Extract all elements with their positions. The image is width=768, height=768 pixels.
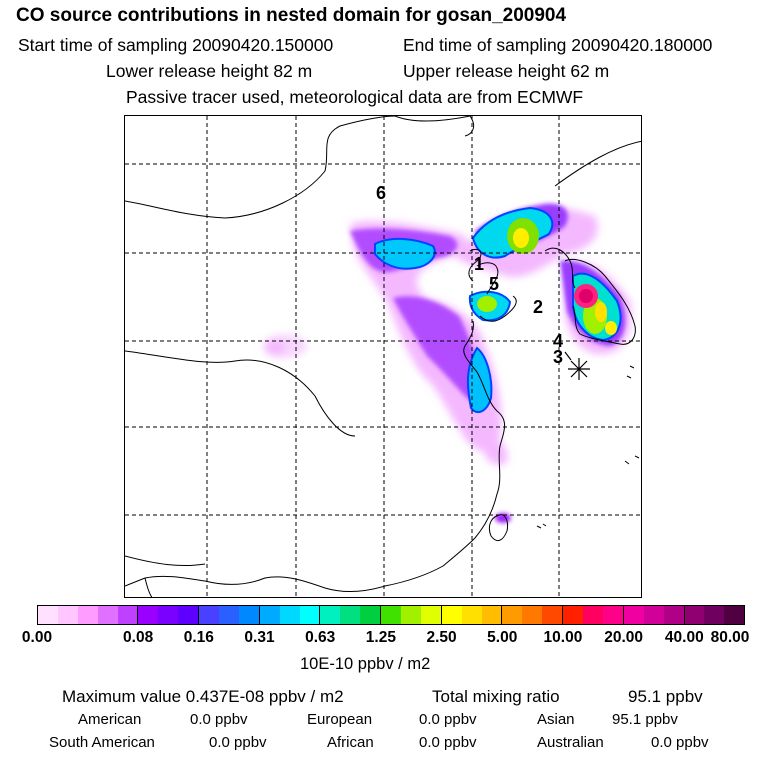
colorbar-swatch <box>319 606 341 624</box>
colorbar-swatch <box>401 606 421 624</box>
source-name-american: American <box>78 711 142 728</box>
source-value-asian: 95.1 ppbv <box>612 711 678 728</box>
colorbar-swatch <box>461 606 482 624</box>
source-name-european: European <box>307 711 373 728</box>
colorbar-swatch <box>683 606 705 624</box>
colorbar-tick-label: 5.00 <box>487 629 518 646</box>
colorbar-swatch <box>198 606 220 624</box>
plume-warm <box>477 218 617 335</box>
colorbar-tick-label: 0.31 <box>244 629 275 646</box>
region-label-2: 2 <box>533 297 544 317</box>
colorbar-swatch <box>622 606 644 624</box>
colorbar-swatch <box>643 606 664 624</box>
colorbar-swatch <box>38 606 58 624</box>
colorbar-swatch <box>238 606 259 624</box>
colorbar-swatch <box>663 606 684 624</box>
total-mixing-ratio-value: 95.1 ppbv <box>628 687 703 706</box>
star-icon <box>564 351 590 380</box>
colorbar-swatch <box>97 606 118 624</box>
colorbar-swatch <box>420 606 441 624</box>
tracer-note: Passive tracer used, meteorological data… <box>126 87 584 107</box>
colorbar-tick-label: 0.08 <box>123 629 154 646</box>
colorbar-unit: 10E-10 ppbv / m2 <box>300 655 431 673</box>
total-mixing-ratio-label: Total mixing ratio <box>432 687 560 706</box>
colorbar-swatch <box>77 606 98 624</box>
colorbar-swatch <box>562 606 584 624</box>
maximum-value: Maximum value 0.437E-08 ppbv / m2 <box>62 687 344 706</box>
map-panel: 6 1 5 2 4 3 <box>124 115 642 598</box>
colorbar-swatch <box>522 606 543 624</box>
colorbar-swatch <box>542 606 563 624</box>
source-name-african: African <box>327 734 374 751</box>
colorbar-swatch <box>279 606 300 624</box>
colorbar-tick-label: 2.50 <box>426 629 457 646</box>
colorbar-swatch <box>724 606 745 624</box>
colorbar-swatch <box>299 606 320 624</box>
region-label-1: 1 <box>474 254 485 274</box>
start-time: Start time of sampling 20090420.150000 <box>18 35 334 55</box>
colorbar-tick-label: 0.00 <box>21 629 53 646</box>
source-value-american: 0.0 ppbv <box>190 711 248 728</box>
colorbar-swatch <box>117 606 138 624</box>
source-value-african: 0.0 ppbv <box>419 734 477 751</box>
graticule <box>125 116 641 597</box>
end-time: End time of sampling 20090420.180000 <box>403 35 713 55</box>
colorbar-swatch <box>340 606 361 624</box>
colorbar-swatch <box>583 606 603 624</box>
colorbar-swatch <box>481 606 502 624</box>
source-value-australian: 0.0 ppbv <box>651 734 709 751</box>
region-label-5: 5 <box>489 274 500 294</box>
plot-title: CO source contributions in nested domain… <box>16 5 567 26</box>
colorbar-swatch <box>258 606 280 624</box>
upper-release-height: Upper release height 62 m <box>403 61 610 81</box>
colorbar-swatch <box>178 606 199 624</box>
region-label-3: 3 <box>553 347 564 367</box>
colorbar-tick-label: 0.63 <box>305 629 336 646</box>
colorbar <box>37 605 745 625</box>
source-value-south-american: 0.0 ppbv <box>209 734 267 751</box>
colorbar-swatch <box>360 606 381 624</box>
region-label-4: 4 <box>553 331 564 351</box>
colorbar-swatch <box>501 606 523 624</box>
colorbar-swatch <box>57 606 78 624</box>
colorbar-tick-label: 40.00 <box>664 629 704 646</box>
coastlines <box>125 116 641 597</box>
source-name-south-american: South American <box>49 734 155 751</box>
colorbar-swatch <box>137 606 159 624</box>
colorbar-swatch <box>440 606 462 624</box>
region-label-6: 6 <box>376 183 387 203</box>
source-value-european: 0.0 ppbv <box>419 711 477 728</box>
colorbar-tick-label: 20.00 <box>604 629 644 646</box>
source-name-australian: Australian <box>537 734 604 751</box>
colorbar-swatch <box>219 606 239 624</box>
map-svg <box>125 116 641 597</box>
colorbar-tick-label: 80.00 <box>710 629 750 646</box>
lower-release-height: Lower release height 82 m <box>106 61 313 81</box>
colorbar-tick-label: 0.16 <box>183 629 214 646</box>
colorbar-swatch <box>704 606 725 624</box>
colorbar-tick-label: 10.00 <box>543 629 583 646</box>
colorbar-swatch <box>380 606 402 624</box>
colorbar-tick-label: 1.25 <box>365 629 396 646</box>
colorbar-swatch <box>602 606 623 624</box>
colorbar-swatch <box>158 606 179 624</box>
source-name-asian: Asian <box>537 711 575 728</box>
